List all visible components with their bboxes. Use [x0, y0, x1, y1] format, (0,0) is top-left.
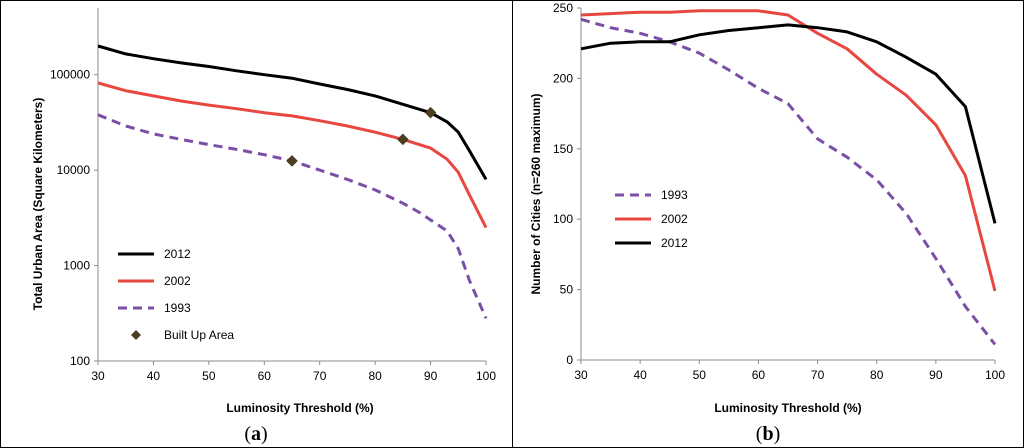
panel-a-x-tick-label: 50	[202, 369, 216, 383]
panel-b-y-tick-label: 100	[553, 212, 573, 226]
panel-b-x-tick-label: 80	[870, 368, 884, 382]
panel-b-y-tick-label: 150	[553, 142, 573, 156]
panel-a-point-built-up-area	[424, 106, 437, 119]
panel-a-y-tick-label: 1000	[63, 259, 90, 273]
panel-a-legend-swatch-built-up-area	[131, 330, 141, 340]
panel-a-x-axis-title: Luminosity Threshold (%)	[226, 401, 373, 415]
panel-b-legend-label-2002: 2002	[661, 212, 688, 226]
panel-b-legend-label-1993: 1993	[661, 188, 688, 202]
panel-a-series-2002	[97, 81, 488, 229]
panel-a-series-2012	[97, 44, 488, 181]
panel-b-x-tick-label: 60	[752, 368, 766, 382]
panel-a-point-built-up-area	[286, 155, 298, 167]
panel-a-legend-label-1993: 1993	[164, 301, 191, 315]
panel-a-x-tick-label: 40	[147, 369, 161, 383]
panel-b-x-tick-label: 30	[574, 368, 588, 382]
panel-b-y-tick-label: 250	[553, 1, 573, 15]
panel-a-legend-label-2002: 2002	[164, 274, 191, 288]
panel-b-x-tick-label: 50	[693, 368, 707, 382]
panel-a-legend-label-built-up-area: Built Up Area	[164, 328, 234, 342]
panel-b-y-tick-label: 50	[560, 283, 574, 297]
panel-a-series-1993	[97, 113, 488, 319]
panel-a-y-tick-label: 100000	[50, 68, 90, 82]
panel-b-series-2012	[580, 23, 997, 224]
panel-a-x-tick-label: 80	[368, 369, 382, 383]
panel-b-series-1993	[580, 17, 997, 346]
panel-a-x-tick-label: 70	[313, 369, 327, 383]
panel-b-x-axis-title: Luminosity Threshold (%)	[714, 401, 861, 415]
panel-b-label: (b)	[756, 423, 780, 445]
panel-a-y-tick-label: 10000	[57, 163, 91, 177]
panel-b-y-axis-title: Number of Cities (n=260 maximum)	[529, 93, 543, 294]
panel-b-x-tick-label: 100	[985, 368, 1005, 382]
panel-b-y-tick-label: 200	[553, 71, 573, 85]
panel-a-chart: 30 40 50 60 70 80 90 100 100 1000 10000 100000 2012…	[31, 8, 496, 445]
panel-b-series-2002	[580, 9, 997, 292]
panel-a-point-built-up-area	[397, 133, 409, 146]
panel-a-y-tick-label: 100	[70, 354, 90, 368]
panel-a-x-tick-label: 60	[258, 369, 272, 383]
panel-a-y-axis-title: Total Urban Area (Square Kilometers)	[31, 98, 45, 311]
panel-b-x-tick-label: 70	[811, 368, 825, 382]
panel-b-legend-label-2012: 2012	[661, 236, 688, 250]
panel-b-chart: 30 40 50 60 70 80 90 100 0 50 100 150 200 250 1993 200…	[529, 1, 1005, 445]
panel-a-legend-label-2012: 2012	[164, 247, 191, 261]
panel-a-x-tick-label: 100	[476, 369, 496, 383]
panel-a-label: (a)	[244, 423, 267, 445]
panel-b-x-tick-label: 90	[929, 368, 943, 382]
panel-b-y-tick-label: 0	[566, 353, 573, 367]
panel-a-x-tick-label: 90	[424, 369, 438, 383]
panel-b-x-tick-label: 40	[633, 368, 647, 382]
panel-a-x-tick-label: 30	[91, 369, 105, 383]
